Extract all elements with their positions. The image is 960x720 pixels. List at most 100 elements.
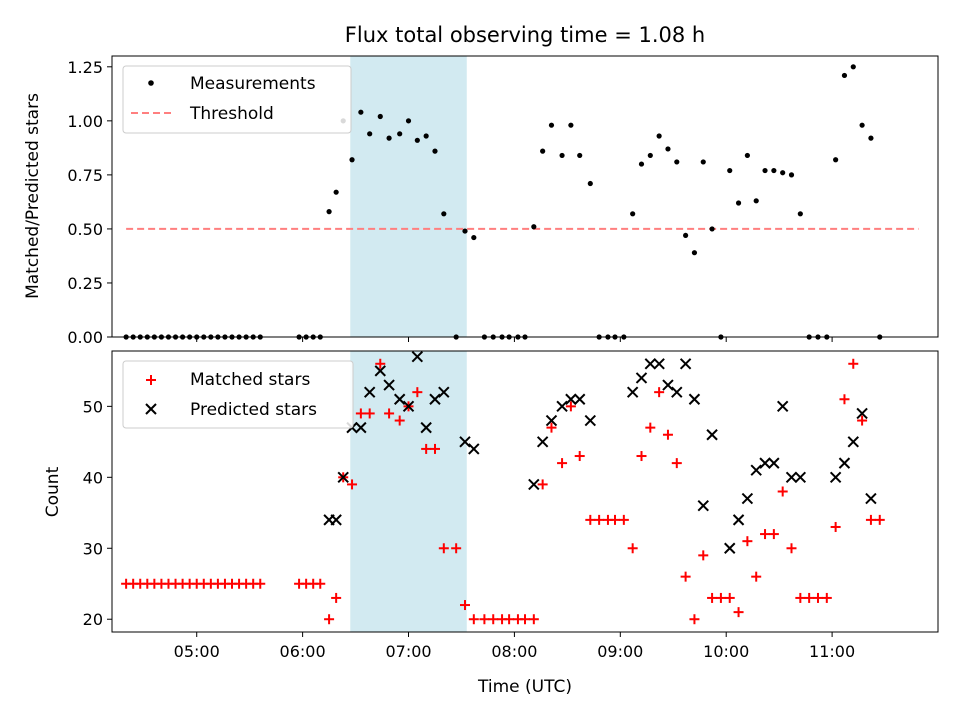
predicted-star-point xyxy=(330,514,342,526)
measurement-point xyxy=(700,159,706,165)
measurement-point xyxy=(850,64,856,70)
measurement-point xyxy=(367,131,373,137)
matched-star-point xyxy=(520,614,530,625)
predicted-star-point xyxy=(644,358,657,370)
predicted-star-point xyxy=(724,542,736,554)
measurement-point xyxy=(377,113,383,120)
predicted-star-stroke xyxy=(402,400,415,413)
predicted-star-point xyxy=(838,457,851,469)
predicted-star-stroke xyxy=(393,393,406,405)
matched-star-point xyxy=(421,443,432,454)
legend-predicted-label: Predicted stars xyxy=(190,400,317,420)
matched-star-point xyxy=(394,415,405,426)
matched-star-point xyxy=(451,543,462,554)
matched-star-point xyxy=(680,571,691,582)
predicted-star-stroke xyxy=(528,478,540,491)
matched-star-point xyxy=(698,550,709,561)
matched-star-point xyxy=(707,592,718,603)
matched-star-point xyxy=(412,387,423,398)
bottom-ytick-label: 20 xyxy=(83,610,103,629)
measurement-point xyxy=(841,72,848,79)
predicted-star-point xyxy=(438,386,450,398)
measurement-point xyxy=(531,224,537,230)
matched-star-point xyxy=(528,614,539,625)
predicted-star-point xyxy=(545,414,558,427)
measurement-point xyxy=(656,133,662,139)
predicted-star-stroke xyxy=(420,421,432,434)
predicted-star-stroke xyxy=(536,436,549,448)
predicted-star-stroke xyxy=(856,407,868,420)
matched-star-point xyxy=(760,529,771,540)
measurement-point xyxy=(665,146,671,152)
legend-threshold-label: Threshold xyxy=(189,104,274,124)
predicted-star-stroke xyxy=(337,471,349,484)
top-ytick-label: 0.50 xyxy=(67,220,103,239)
measurement-point xyxy=(471,234,477,241)
matched-star-point xyxy=(610,514,621,525)
measurement-point xyxy=(753,198,759,204)
predicted-star-point xyxy=(635,372,648,384)
predicted-star-stroke xyxy=(411,350,424,363)
predicted-star-point xyxy=(741,492,754,505)
predicted-star-point xyxy=(574,393,586,405)
measurement-point xyxy=(349,157,355,163)
measurement-point xyxy=(780,170,786,176)
predicted-star-stroke xyxy=(556,400,568,413)
measurement-point xyxy=(744,152,750,159)
predicted-star-point xyxy=(688,393,701,405)
chart-title: Flux total observing time = 1.08 h xyxy=(345,23,705,47)
measurement-point xyxy=(727,167,733,174)
matched-star-point xyxy=(459,600,470,611)
legend-measurements-label: Measurements xyxy=(190,74,316,94)
predicted-star-stroke xyxy=(838,457,851,469)
matched-star-point xyxy=(724,592,735,603)
predicted-star-point xyxy=(429,393,441,405)
bottom-ytick-label: 30 xyxy=(83,539,103,558)
predicted-star-point xyxy=(468,443,480,455)
measurement-point xyxy=(868,135,874,141)
predicted-star-stroke xyxy=(429,393,441,405)
predicted-star-point xyxy=(768,457,780,469)
bottom-panel-shaded-span xyxy=(350,351,467,632)
predicted-star-stroke xyxy=(383,379,395,391)
predicted-star-point xyxy=(337,471,349,484)
predicted-star-stroke xyxy=(662,379,674,391)
legend-measurements-marker xyxy=(148,80,154,86)
matched-star-point xyxy=(839,394,850,405)
x-tick-label: 10:00 xyxy=(703,642,749,661)
matched-star-point xyxy=(574,451,585,462)
predicted-star-stroke xyxy=(584,414,597,427)
measurement-point xyxy=(683,232,689,239)
bottom-ytick-label: 40 xyxy=(83,468,103,487)
predicted-star-point xyxy=(856,407,868,420)
predicted-star-stroke xyxy=(671,386,683,398)
predicted-star-point xyxy=(411,350,424,363)
predicted-star-stroke xyxy=(750,464,762,476)
predicted-star-stroke xyxy=(459,436,471,448)
predicted-star-stroke xyxy=(785,471,798,484)
matched-star-point xyxy=(324,614,335,625)
measurement-point xyxy=(397,131,403,137)
matched-star-point xyxy=(347,479,358,490)
predicted-star-point xyxy=(355,421,367,434)
predicted-star-point xyxy=(776,400,789,413)
predicted-star-stroke xyxy=(732,514,745,526)
measurement-point xyxy=(788,172,795,178)
legend-matched-marker xyxy=(146,375,156,385)
matched-star-point xyxy=(768,529,779,540)
predicted-star-stroke xyxy=(330,514,342,526)
matched-star-point xyxy=(662,429,673,440)
matched-star-point xyxy=(751,571,762,582)
predicted-star-stroke xyxy=(635,372,648,384)
measurement-point xyxy=(441,211,447,217)
matched-star-point xyxy=(865,514,876,525)
matched-star-point xyxy=(715,592,726,603)
matched-star-point xyxy=(742,536,753,547)
matched-star-point xyxy=(557,458,568,469)
predicted-star-stroke xyxy=(626,386,639,398)
bottom-legend: Matched stars Predicted stars xyxy=(122,360,354,429)
top-ylabel: Matched/Predicted stars xyxy=(23,93,43,299)
matched-star-point xyxy=(504,614,515,625)
legend-matched-label: Matched stars xyxy=(190,370,310,390)
